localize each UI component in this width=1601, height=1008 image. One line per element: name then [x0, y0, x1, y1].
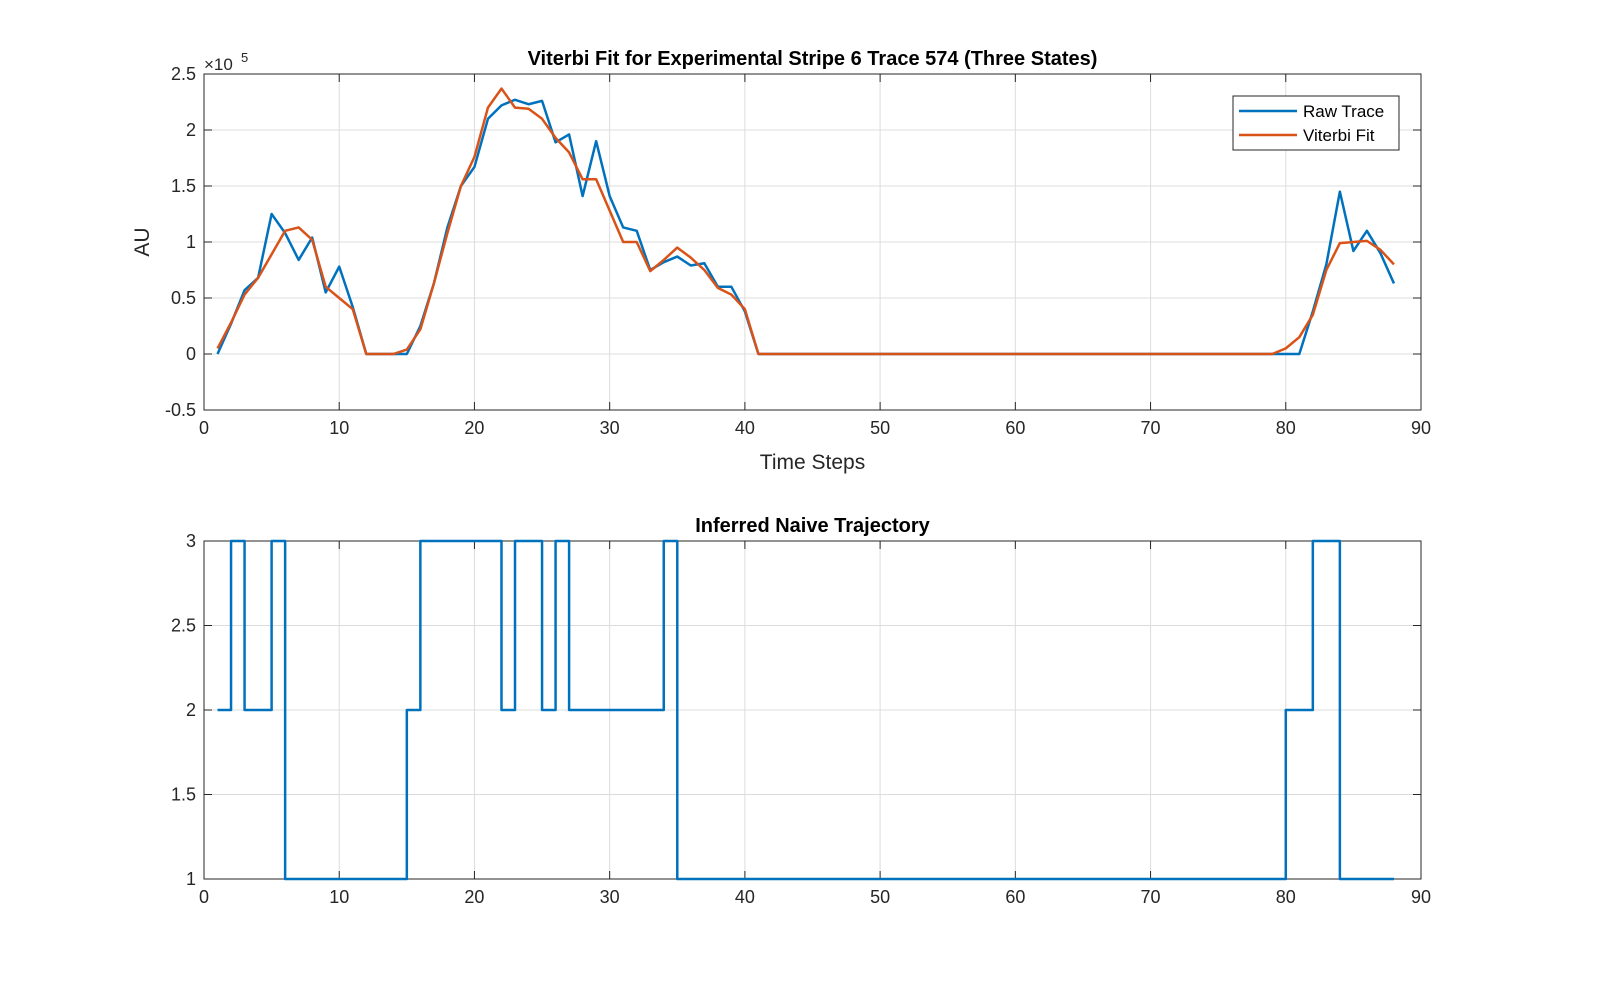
top-chart-title: Viterbi Fit for Experimental Stripe 6 Tr… — [528, 48, 1098, 70]
legend: Raw Trace Viterbi Fit — [1233, 96, 1399, 150]
top-y-tick-label: 0.5 — [171, 288, 196, 308]
y-axis-exponent: ×10 5 — [204, 50, 248, 74]
bottom-x-tick-label: 0 — [199, 887, 209, 907]
bottom-x-tick-label: 20 — [464, 887, 484, 907]
top-x-tick-label: 70 — [1141, 418, 1161, 438]
top-x-tick-label: 90 — [1411, 418, 1431, 438]
bottom-y-tick-label: 3 — [186, 531, 196, 551]
top-y-axis-label: AU — [131, 227, 154, 256]
bottom-x-tick-label: 90 — [1411, 887, 1431, 907]
bottom-x-tick-label: 80 — [1276, 887, 1296, 907]
bottom-x-tick-label: 10 — [329, 887, 349, 907]
top-y-tick-label: 1.5 — [171, 176, 196, 196]
bottom-y-tick-label: 2 — [186, 700, 196, 720]
bottom-x-tick-label: 50 — [870, 887, 890, 907]
bottom-x-tick-label: 30 — [600, 887, 620, 907]
top-x-tick-label: 50 — [870, 418, 890, 438]
top-x-tick-label: 40 — [735, 418, 755, 438]
bottom-x-tick-label: 70 — [1141, 887, 1161, 907]
bottom-chart-title: Inferred Naive Trajectory — [695, 515, 930, 537]
bottom-x-tick-label: 40 — [735, 887, 755, 907]
top-y-tick-label: 2.5 — [171, 64, 196, 84]
bottom-y-tick-label: 2.5 — [171, 616, 196, 636]
legend-entry-label: Raw Trace — [1303, 102, 1384, 121]
top-x-tick-label: 20 — [464, 418, 484, 438]
exponent-power: 5 — [241, 50, 248, 65]
naive-trajectory-axes: 0 10 20 30 40 50 60 70 80 90 1 1.5 2 2.5 3 — [171, 531, 1431, 907]
exponent-base: ×10 — [204, 55, 233, 74]
top-x-tick-label: 0 — [199, 418, 209, 438]
bottom-x-tick-label: 60 — [1005, 887, 1025, 907]
top-x-tick-label: 30 — [600, 418, 620, 438]
bottom-y-tick-label: 1.5 — [171, 785, 196, 805]
legend-entry-label: Viterbi Fit — [1303, 126, 1375, 145]
top-x-tick-label: 60 — [1005, 418, 1025, 438]
bottom-y-tick-label: 1 — [186, 869, 196, 889]
top-y-tick-label: 2 — [186, 120, 196, 140]
top-x-tick-label: 80 — [1276, 418, 1296, 438]
top-y-tick-label: -0.5 — [165, 400, 196, 420]
top-x-axis-label: Time Steps — [760, 451, 865, 474]
top-y-tick-label: 0 — [186, 344, 196, 364]
top-x-tick-label: 10 — [329, 418, 349, 438]
top-y-tick-label: 1 — [186, 232, 196, 252]
